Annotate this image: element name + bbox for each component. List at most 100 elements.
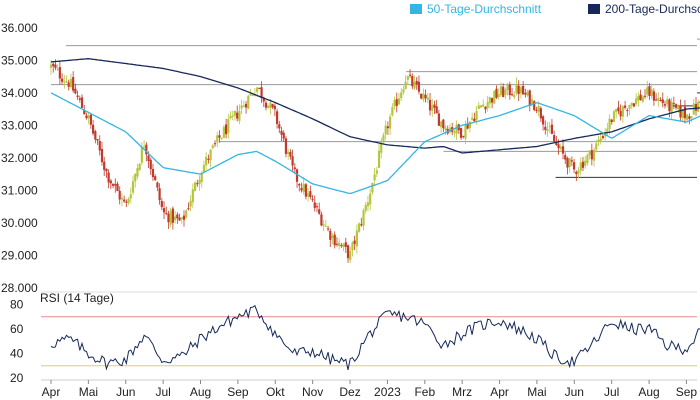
candle-body xyxy=(67,82,70,87)
candle-body xyxy=(309,191,312,198)
candle-body xyxy=(149,159,152,170)
x-tick-label: Jul xyxy=(604,385,619,399)
candle-body xyxy=(530,99,534,104)
candle-body xyxy=(114,184,117,186)
candle-body xyxy=(58,67,61,79)
candle-body xyxy=(162,208,166,213)
candle-body xyxy=(346,245,350,259)
candle-body xyxy=(87,115,90,119)
candle-body xyxy=(506,84,509,91)
candle-body xyxy=(92,124,95,134)
candle-body xyxy=(78,98,81,100)
price-y-tick-label: 36.000 xyxy=(1,21,38,35)
candle-body xyxy=(260,87,263,99)
candle-body xyxy=(360,224,363,226)
candle-body xyxy=(586,154,589,164)
legend-label-1: 200-Tage-Durchschnitt xyxy=(605,2,700,16)
candle-body xyxy=(610,119,613,123)
candle-body xyxy=(83,109,86,115)
candle-body xyxy=(546,129,549,132)
rsi-title: RSI (14 Tage) xyxy=(40,291,114,305)
rsi-y-tick-label: 80 xyxy=(10,297,24,311)
candle-body xyxy=(475,110,478,120)
candle-body xyxy=(147,155,150,161)
candle-body xyxy=(284,138,288,154)
candle-body xyxy=(269,102,272,108)
candle-body xyxy=(628,104,631,109)
candle-body xyxy=(668,99,671,112)
candle-body xyxy=(488,97,491,104)
candle-body xyxy=(683,106,687,119)
candle-body xyxy=(258,87,261,89)
candle-body xyxy=(601,136,605,139)
candle-body xyxy=(65,81,68,83)
candle-body xyxy=(386,126,390,129)
candle-body xyxy=(94,131,97,140)
x-tick-label: Feb xyxy=(414,385,435,399)
candle-body xyxy=(207,158,210,160)
candle-body xyxy=(211,145,214,149)
candle-body xyxy=(295,169,299,182)
candle-body xyxy=(134,174,137,182)
candle-body xyxy=(74,88,77,94)
candle-body xyxy=(573,162,576,170)
ma200-line xyxy=(50,58,700,154)
candle-body xyxy=(568,158,571,167)
candle-body xyxy=(251,94,254,96)
candle-body xyxy=(54,64,57,68)
candle-body xyxy=(69,79,73,88)
candle-body xyxy=(553,135,556,142)
candle-body xyxy=(298,184,301,186)
candle-body xyxy=(233,110,237,116)
candle-body xyxy=(657,97,660,101)
candle-body xyxy=(490,98,494,103)
candle-body xyxy=(617,107,620,112)
candle-body xyxy=(537,105,540,112)
x-tick-label: Apr xyxy=(42,385,61,399)
candle-body xyxy=(522,85,525,95)
candle-body xyxy=(85,115,88,119)
candle-body xyxy=(499,86,503,95)
candle-body xyxy=(176,214,179,219)
x-tick-label: Jun xyxy=(116,385,135,399)
candle-body xyxy=(264,102,268,108)
price-y-tick-label: 31.000 xyxy=(1,183,38,197)
candle-body xyxy=(466,123,469,129)
candle-body xyxy=(289,151,292,157)
candle-body xyxy=(524,92,527,95)
candle-body xyxy=(402,89,405,93)
candle-body xyxy=(597,139,600,143)
candle-body xyxy=(236,112,239,119)
candle-body xyxy=(648,86,651,96)
rsi-y-tick-label: 40 xyxy=(10,346,24,360)
candle-body xyxy=(570,160,573,162)
candle-body xyxy=(198,179,201,185)
candle-body xyxy=(324,225,327,227)
price-y-tick-label: 29.000 xyxy=(1,248,38,262)
candle-body xyxy=(526,91,529,96)
candle-body xyxy=(158,188,161,201)
x-tick-label: Mai xyxy=(527,385,546,399)
candle-body xyxy=(98,140,101,151)
candle-body xyxy=(406,76,409,80)
candlesticks xyxy=(49,59,700,264)
x-tick-label: Jul xyxy=(155,385,170,399)
candle-body xyxy=(280,130,283,135)
x-tick-label: Dez xyxy=(339,385,360,399)
candle-body xyxy=(96,139,99,141)
candle-body xyxy=(415,80,418,85)
candle-body xyxy=(471,117,474,120)
candle-body xyxy=(187,208,190,210)
candle-body xyxy=(635,98,638,104)
candle-body xyxy=(145,144,148,155)
candle-body xyxy=(459,128,463,138)
candle-body xyxy=(517,85,520,95)
candle-body xyxy=(156,182,159,188)
price-y-tick-label: 34.000 xyxy=(1,86,38,100)
candle-body xyxy=(338,242,341,247)
candle-body xyxy=(52,63,55,67)
candle-body xyxy=(282,132,285,139)
candle-body xyxy=(136,168,139,177)
candle-body xyxy=(550,124,554,134)
candle-body xyxy=(344,242,347,247)
